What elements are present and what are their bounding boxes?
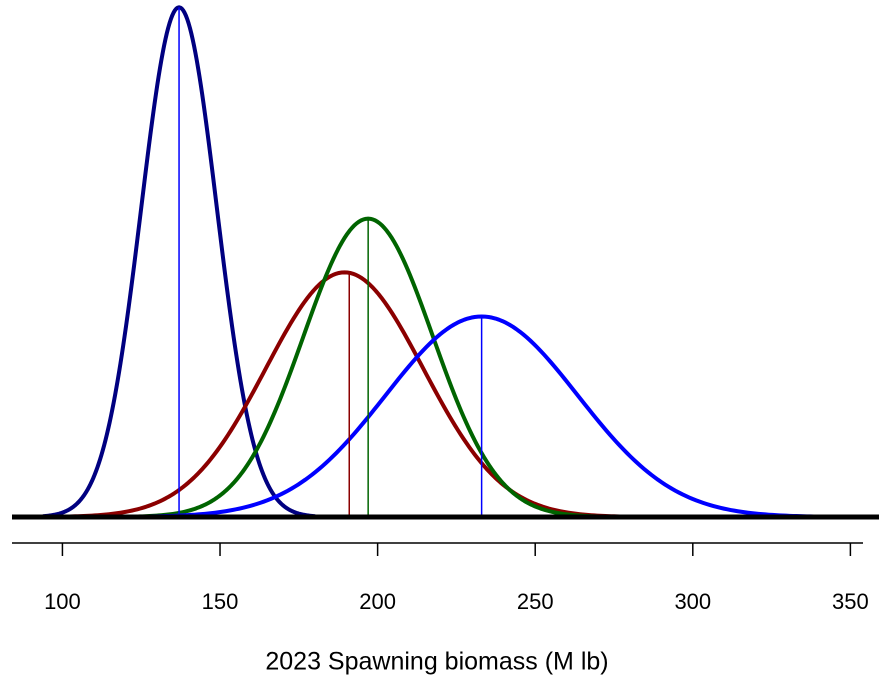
x-tick-label: 300: [674, 589, 711, 614]
density-curve: [135, 216, 601, 519]
x-tick-label: 350: [832, 589, 869, 614]
x-tick-label: 250: [517, 589, 554, 614]
density-curve: [60, 270, 629, 519]
x-tick-label: 150: [202, 589, 239, 614]
x-tick-label: 200: [359, 589, 396, 614]
x-axis-label: 2023 Spawning biomass (M lb): [265, 648, 608, 676]
x-tick-label: 100: [44, 589, 81, 614]
